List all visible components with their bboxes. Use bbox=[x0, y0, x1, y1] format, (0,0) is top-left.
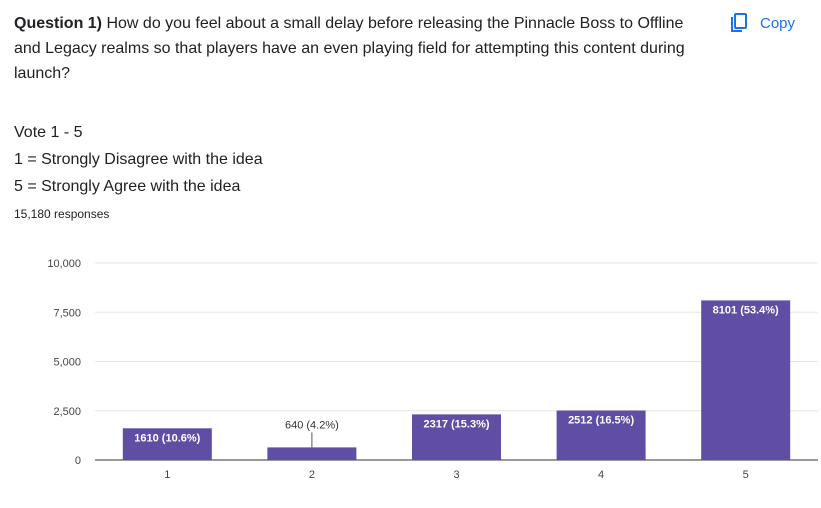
question-text: Question 1) How do you feel about a smal… bbox=[14, 11, 704, 86]
data-label: 1610 (10.6%) bbox=[134, 432, 200, 444]
description-line-2: 1 = Strongly Disagree with the idea bbox=[14, 151, 263, 168]
y-tick-label: 0 bbox=[75, 455, 81, 467]
bar-chart: 0 2,500 5,000 7,500 10,000 1 1610 (10.6%) 2 640 … bbox=[47, 258, 818, 481]
question-number: Question 1) bbox=[14, 15, 103, 32]
copy-button[interactable]: Copy bbox=[730, 13, 795, 33]
data-label: 640 (4.2%) bbox=[285, 419, 339, 431]
bar-5 bbox=[701, 300, 791, 460]
response-count: 15,180 responses bbox=[14, 207, 110, 221]
bar-4 bbox=[556, 410, 646, 460]
y-tick-label: 10,000 bbox=[47, 258, 81, 270]
y-tick-label: 2,500 bbox=[53, 406, 81, 418]
data-label: 2317 (15.3%) bbox=[423, 418, 489, 430]
y-tick-label: 5,000 bbox=[53, 357, 81, 369]
description-line-3: 5 = Strongly Agree with the idea bbox=[14, 178, 241, 195]
bar-2 bbox=[267, 447, 357, 460]
description-line-1: Vote 1 - 5 bbox=[14, 124, 83, 141]
x-tick-label: 2 bbox=[309, 469, 315, 481]
question-description: Vote 1 - 5 1 = Strongly Disagree with th… bbox=[14, 119, 263, 200]
x-tick-label: 3 bbox=[453, 469, 459, 481]
data-label: 2512 (16.5%) bbox=[568, 415, 634, 427]
data-label: 8101 (53.4%) bbox=[713, 304, 779, 316]
copy-label: Copy bbox=[760, 14, 796, 32]
x-tick-label: 5 bbox=[743, 469, 749, 481]
x-tick-label: 4 bbox=[598, 469, 604, 481]
question-body: How do you feel about a small delay befo… bbox=[14, 15, 685, 82]
x-tick-label: 1 bbox=[164, 469, 170, 481]
copy-icon bbox=[731, 13, 747, 32]
y-tick-label: 7,500 bbox=[53, 307, 81, 319]
bar-1 bbox=[122, 428, 212, 460]
bar-3 bbox=[412, 414, 501, 460]
